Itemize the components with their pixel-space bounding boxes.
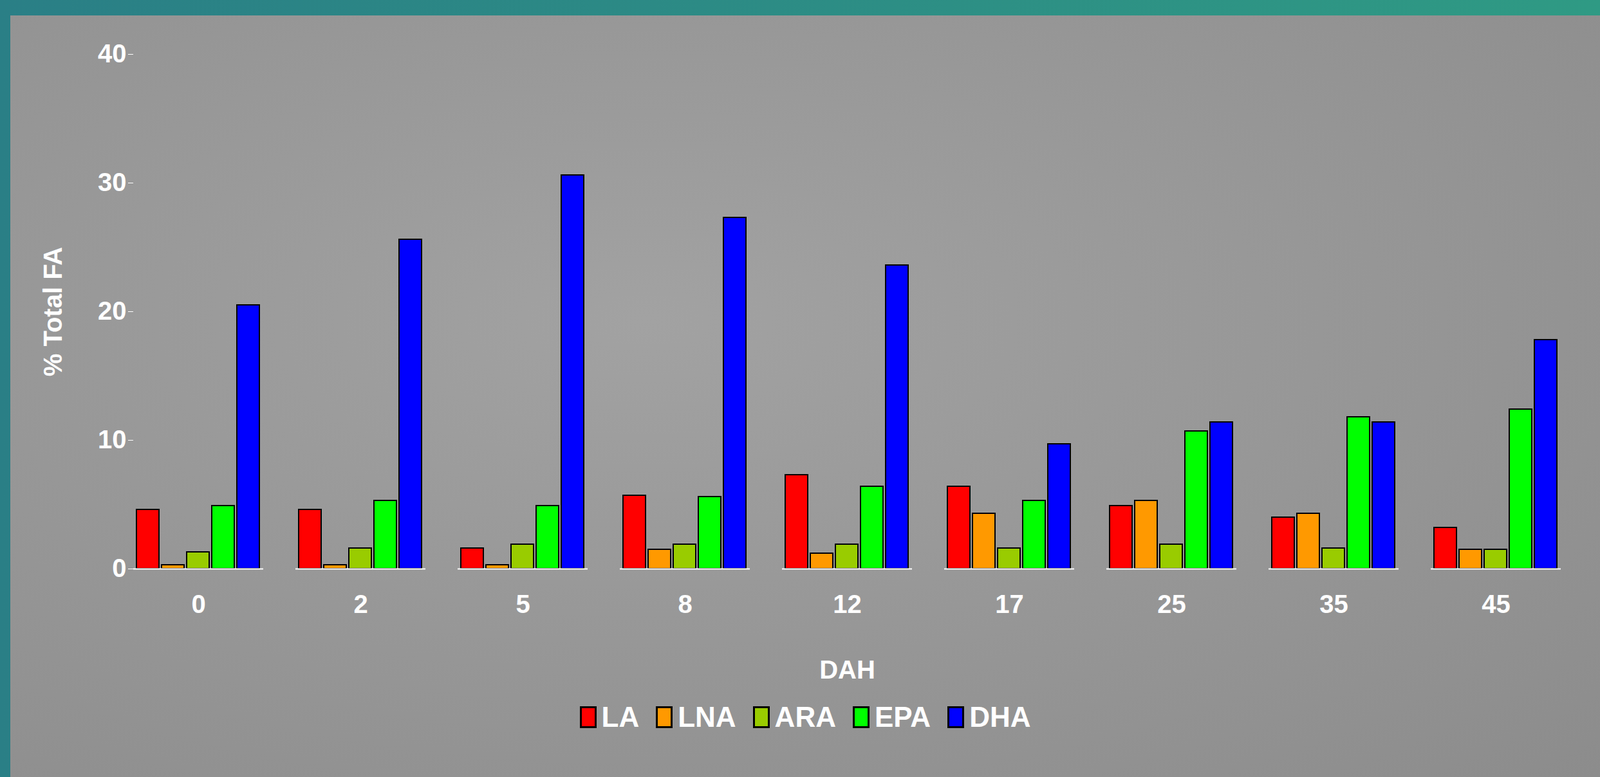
svg-text:20: 20 — [97, 296, 127, 326]
svg-text:0: 0 — [191, 590, 206, 619]
html-text:LA: LA — [601, 701, 640, 734]
svg-text:12: 12 — [832, 590, 862, 619]
svg-text:17: 17 — [995, 590, 1024, 619]
svg-text:0: 0 — [111, 554, 127, 583]
svg-text:% Total FA: % Total FA — [38, 247, 67, 377]
svg-text:35: 35 — [1319, 590, 1349, 619]
svg-text:45: 45 — [1481, 590, 1511, 619]
svg-text:8: 8 — [677, 590, 692, 619]
html-text:EPA: EPA — [874, 701, 931, 734]
html-text:ARA: ARA — [774, 701, 836, 734]
svg-text:25: 25 — [1157, 590, 1187, 619]
svg-text:10: 10 — [97, 425, 127, 454]
html-text:DHA: DHA — [969, 701, 1031, 734]
svg-text:40: 40 — [97, 39, 127, 68]
svg-text:DAH: DAH — [819, 655, 876, 685]
svg-text:2: 2 — [353, 590, 368, 619]
svg-text:30: 30 — [97, 167, 127, 197]
svg-text:5: 5 — [515, 590, 530, 619]
html-text:LNA: LNA — [677, 701, 737, 734]
